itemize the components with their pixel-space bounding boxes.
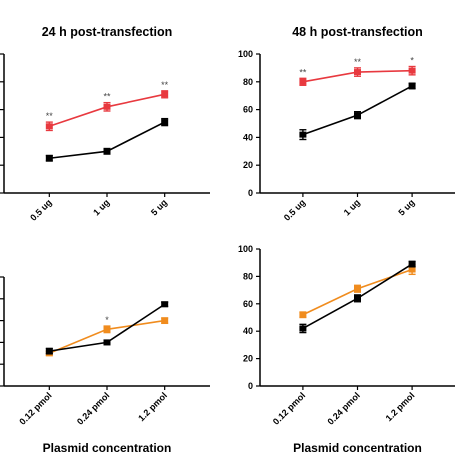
x-tick-label: 0.24 pmol	[75, 390, 111, 426]
significance-marker: **	[46, 111, 54, 121]
significance-marker: *	[410, 56, 414, 66]
chart-panel-2: 48 h post-transfection 0 20 40 60 80 100 0.5 ug…	[238, 25, 455, 223]
data-point	[45, 123, 53, 130]
data-point	[103, 326, 111, 333]
data-point	[299, 325, 307, 332]
series-1: ** ** **	[45, 80, 169, 132]
data-point	[408, 67, 416, 74]
x-axis-label: Plasmid concentration	[43, 441, 172, 455]
series-1: *	[45, 315, 169, 357]
data-point	[161, 91, 169, 98]
data-point	[354, 295, 361, 302]
data-point	[408, 82, 416, 89]
series-2	[45, 301, 169, 355]
data-point	[408, 261, 416, 268]
y-tick-label: 100	[238, 244, 253, 254]
data-point	[299, 131, 307, 138]
series-2	[299, 260, 416, 334]
x-tick-label: 0.5 ug	[28, 197, 53, 222]
chart-panel-4: Plasmid concentration 0 20 40 60 80 100 0.12 pm…	[238, 244, 455, 455]
x-tick-label: 1 ug	[91, 197, 111, 217]
y-tick-label: 60	[243, 299, 253, 309]
y-tick-label: 100	[238, 49, 253, 59]
significance-marker: **	[103, 92, 111, 102]
y-tick-label: 20	[243, 354, 253, 364]
chart-panel-3: Plasmid concentration 0.12 pmol 0.24 pmol 1…	[0, 276, 210, 455]
x-tick-label: 1.2 pmol	[136, 390, 169, 423]
chart-title: 48 h post-transfection	[292, 25, 423, 39]
y-tick-label: 40	[243, 326, 253, 336]
significance-marker: *	[105, 315, 109, 325]
y-tick-label: 0	[248, 381, 253, 391]
data-point	[299, 311, 307, 318]
data-point	[45, 348, 53, 355]
data-point	[408, 266, 416, 273]
y-tick-label: 20	[243, 160, 253, 170]
data-point	[103, 148, 111, 155]
y-tick-label: 80	[243, 77, 253, 87]
significance-marker: **	[354, 57, 362, 67]
data-point	[103, 103, 111, 110]
y-tick-label: 40	[243, 132, 253, 142]
series-1: **** *	[299, 56, 416, 86]
series-2	[45, 117, 169, 162]
x-tick-label: 0.12 pmol	[17, 390, 53, 426]
x-tick-label: 5 ug	[396, 197, 416, 217]
significance-marker: **	[299, 67, 307, 77]
y-tick-label: 0	[248, 188, 253, 198]
x-tick-label: 0.12 pmol	[271, 390, 307, 426]
y-tick-label: 60	[243, 105, 253, 115]
significance-marker: **	[161, 80, 169, 90]
chart-title: 24 h post-transfection	[42, 25, 173, 39]
data-point	[161, 301, 169, 308]
data-point	[354, 112, 361, 119]
data-point	[354, 69, 361, 76]
data-point	[45, 155, 53, 162]
data-point	[103, 339, 111, 346]
data-point	[161, 317, 169, 324]
data-point	[161, 119, 169, 126]
x-tick-label: 1 ug	[342, 197, 362, 217]
series-line	[302, 85, 413, 136]
x-axis-label: Plasmid concentration	[293, 441, 422, 455]
series-2	[299, 82, 416, 141]
x-tick-label: 0.24 pmol	[325, 390, 361, 426]
x-tick-label: 0.5 ug	[282, 197, 307, 222]
x-tick-label: 1.2 pmol	[384, 390, 417, 423]
y-tick-label: 80	[243, 271, 253, 281]
data-point	[299, 78, 307, 85]
x-tick-label: 5 ug	[149, 197, 169, 217]
data-point	[354, 285, 361, 292]
